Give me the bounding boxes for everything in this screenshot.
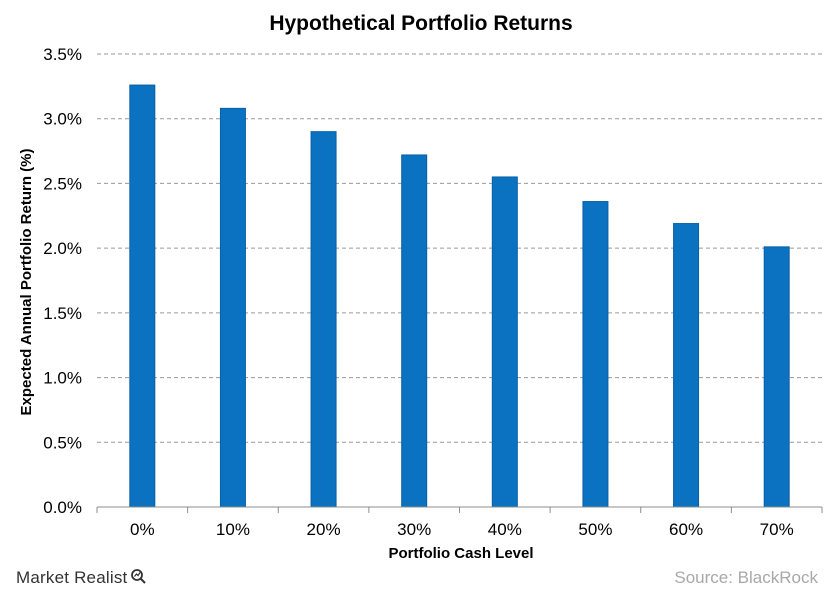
x-tick-label: 30%	[397, 520, 431, 539]
x-tick-label: 50%	[578, 520, 612, 539]
x-axis-ticks: 0% 10% 20% 30% 40% 50% 60% 70%	[96, 507, 823, 539]
brand-logo: Market Realist	[16, 568, 148, 588]
gridlines	[97, 53, 822, 443]
bar-50pct	[582, 201, 609, 508]
bar-40pct	[491, 176, 518, 508]
y-tick-label: 3.0%	[43, 110, 82, 129]
y-tick-label: 2.0%	[43, 239, 82, 258]
x-axis-label: Portfolio Cash Level	[388, 545, 533, 562]
x-tick-label: 70%	[760, 520, 794, 539]
bar-10pct	[219, 107, 246, 508]
y-tick-label: 3.5%	[43, 45, 82, 64]
bar-0pct	[129, 84, 156, 508]
bar-30pct	[401, 154, 428, 508]
x-tick-label: 20%	[307, 520, 341, 539]
y-axis-ticks: 0.0% 0.5% 1.0% 1.5% 2.0% 2.5% 3.0% 3.5%	[43, 45, 82, 517]
magnifier-icon	[130, 568, 148, 584]
x-tick-label: 60%	[669, 520, 703, 539]
y-tick-label: 0.0%	[43, 498, 82, 517]
y-tick-label: 1.0%	[43, 369, 82, 388]
y-tick-label: 1.5%	[43, 304, 82, 323]
chart-title: Hypothetical Portfolio Returns	[269, 12, 572, 35]
y-axis-label: Expected Annual Portfolio Return (%)	[18, 149, 35, 416]
bar-70pct	[763, 246, 790, 508]
brand-name: Market Realist	[16, 568, 128, 587]
y-tick-label: 0.5%	[43, 433, 82, 452]
bars	[129, 84, 790, 508]
bar-60pct	[673, 223, 700, 508]
source-note: Source: BlackRock	[674, 568, 818, 587]
x-tick-label: 0%	[130, 520, 155, 539]
x-tick-label: 10%	[216, 520, 250, 539]
bar-20pct	[310, 131, 337, 508]
y-tick-label: 2.5%	[43, 174, 82, 193]
x-tick-label: 40%	[488, 520, 522, 539]
